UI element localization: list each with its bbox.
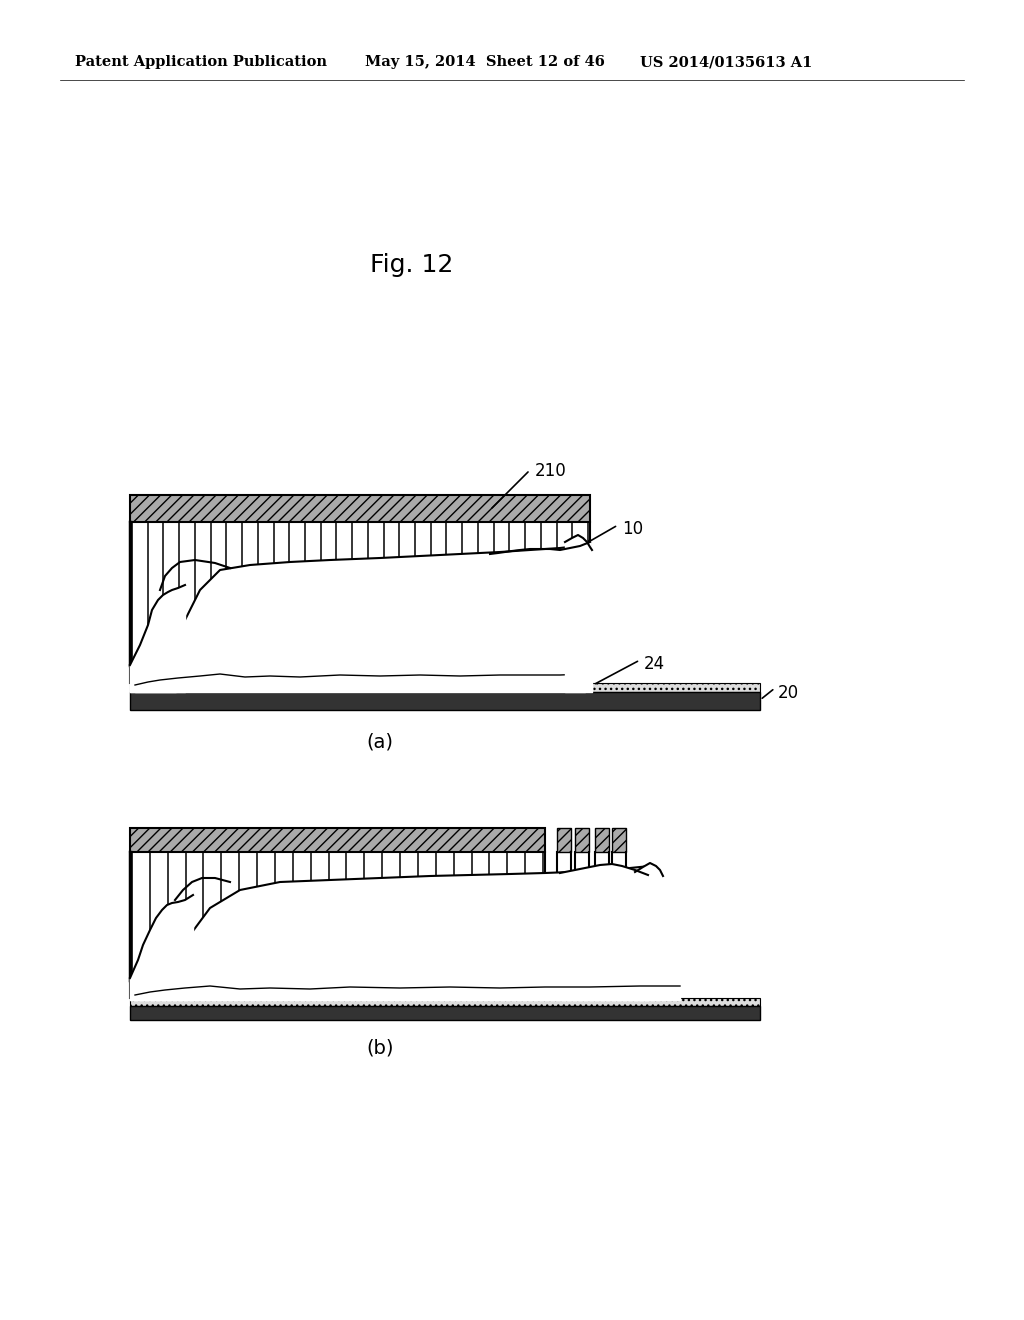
Text: Fig. 12: Fig. 12 [370, 253, 454, 277]
Bar [130, 495, 590, 521]
Bar [130, 828, 545, 851]
Bar [615, 979, 635, 998]
Text: 10: 10 [622, 520, 643, 539]
Text: Patent Application Publication: Patent Application Publication [75, 55, 327, 69]
Text: US 2014/0135613 A1: US 2014/0135613 A1 [640, 55, 812, 69]
Bar [130, 682, 760, 692]
Text: (b): (b) [367, 1039, 394, 1057]
Text: 24: 24 [644, 655, 666, 673]
Bar [545, 979, 585, 998]
Bar [130, 665, 590, 682]
Bar [557, 828, 571, 851]
Text: 20: 20 [778, 684, 799, 702]
Bar [130, 979, 545, 998]
Text: May 15, 2014  Sheet 12 of 46: May 15, 2014 Sheet 12 of 46 [365, 55, 605, 69]
Bar [130, 998, 760, 1006]
Text: (a): (a) [367, 733, 393, 751]
Bar [585, 979, 615, 998]
Bar [612, 828, 626, 851]
Text: 210: 210 [535, 462, 566, 480]
Bar [130, 1006, 760, 1020]
Bar [575, 828, 589, 851]
Bar [595, 828, 609, 851]
Bar [130, 692, 760, 710]
